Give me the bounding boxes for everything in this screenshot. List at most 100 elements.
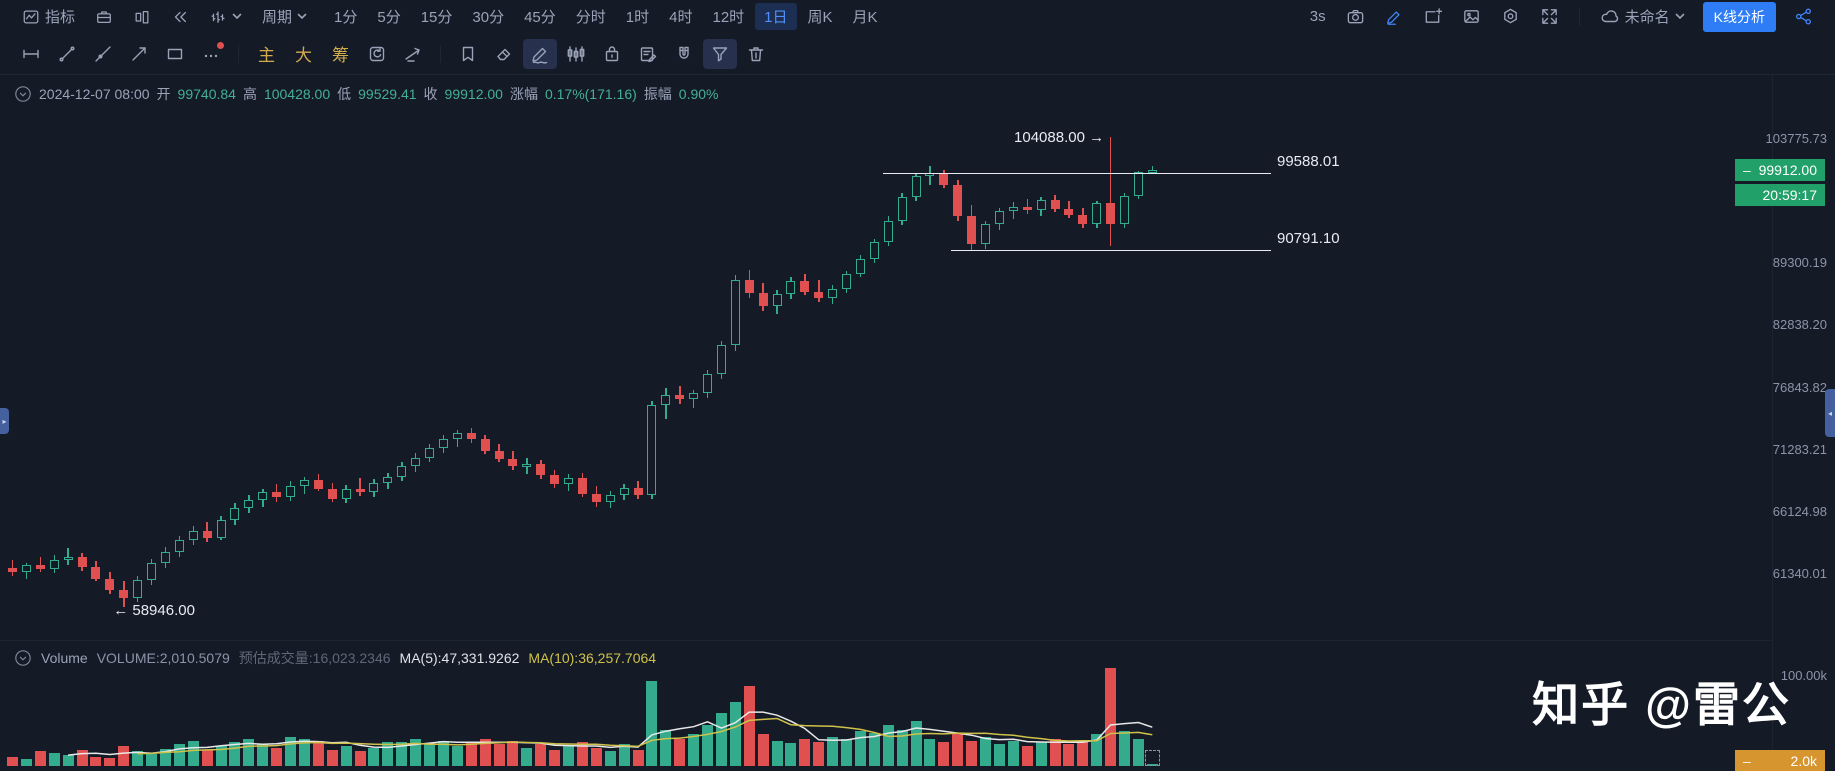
draw-pencil-tool[interactable] — [523, 38, 557, 69]
volume-bar — [771, 740, 783, 766]
volume-bar — [590, 747, 602, 766]
current-price-badge: – 99912.00 — [1735, 159, 1825, 181]
horizontal-line-tool[interactable] — [14, 39, 48, 69]
candle — [1050, 200, 1060, 209]
template-button[interactable] — [87, 5, 121, 29]
refresh-interval[interactable]: 3s — [1309, 8, 1326, 25]
candle — [133, 580, 143, 598]
timeframe-item[interactable]: 1日 — [755, 3, 797, 30]
volume-bar — [813, 742, 825, 766]
candle — [313, 480, 323, 489]
timeframe-item[interactable]: 15分 — [420, 9, 453, 26]
kline-analysis-button[interactable]: K线分析 — [1702, 1, 1776, 32]
volume-bar — [604, 751, 616, 766]
volume-bar — [424, 744, 435, 766]
chip-big-button[interactable]: 大 — [295, 46, 312, 65]
volume-bar — [952, 734, 964, 766]
watermark: 知乎 @雷公 — [1532, 678, 1791, 731]
candle — [397, 465, 407, 477]
lock-tool[interactable] — [595, 39, 629, 69]
volume-bar — [298, 738, 310, 766]
refresh-tool[interactable] — [360, 39, 394, 69]
candle — [855, 258, 865, 274]
candle — [939, 172, 949, 185]
candle-wick — [692, 390, 695, 408]
candle — [105, 578, 115, 590]
close-value: 99912.00 — [444, 86, 503, 102]
volume-bar — [90, 756, 102, 766]
pane-divider[interactable] — [0, 640, 1772, 641]
eraser-tool[interactable] — [487, 39, 521, 69]
volume-bar — [507, 740, 519, 766]
right-panel-handle[interactable]: ◂ — [1825, 389, 1835, 437]
volume-bar — [34, 751, 46, 766]
arrow-line-tool[interactable] — [122, 39, 156, 69]
timeframe-item[interactable]: 4时 — [669, 9, 693, 26]
camera-icon — [1347, 9, 1363, 24]
collapse-chevron-icon[interactable] — [14, 85, 32, 103]
note-tool[interactable] — [631, 39, 665, 69]
volume-bar — [312, 740, 324, 766]
filter-tool[interactable] — [703, 38, 737, 69]
volume-bar — [354, 751, 366, 766]
upper-line[interactable] — [883, 173, 1271, 175]
volume-bar — [854, 731, 866, 766]
candle — [1022, 206, 1032, 211]
screenshot-button[interactable] — [1338, 4, 1373, 29]
new-pane-button[interactable] — [1415, 4, 1450, 29]
settings-button[interactable] — [1493, 4, 1528, 29]
ray-line-tool[interactable] — [86, 39, 120, 69]
volume-bar — [1091, 734, 1103, 766]
price-axis-tick: 66124.98 — [1772, 503, 1827, 519]
candle — [994, 211, 1004, 225]
timeframe-item[interactable]: 45分 — [524, 9, 556, 26]
chip-main-button[interactable]: 主 — [258, 46, 275, 65]
timeframe-item[interactable]: 12时 — [712, 9, 745, 26]
share-button[interactable] — [1786, 4, 1821, 29]
snapshot-image-button[interactable] — [1454, 4, 1489, 29]
amplitude-value: 0.90% — [678, 86, 719, 102]
trash-icon — [748, 46, 764, 61]
workspace-dropdown[interactable]: 未命名 — [1592, 3, 1693, 30]
timeframe-item[interactable]: 5分 — [377, 9, 401, 26]
lock-icon — [605, 45, 619, 61]
volume-bar — [187, 740, 199, 766]
lower-line[interactable] — [951, 249, 1271, 251]
delete-tool[interactable] — [739, 39, 773, 69]
collapse-chevron-icon[interactable] — [14, 649, 32, 667]
candle — [550, 475, 560, 484]
period-dropdown[interactable]: 周期 — [254, 3, 315, 30]
timeframe-item[interactable]: 30分 — [472, 9, 505, 26]
volume-bar — [868, 733, 880, 766]
drawing-toolbar: 主 大 筹 — [0, 33, 1835, 75]
magnet-tool[interactable] — [667, 39, 701, 69]
candle-wick — [1151, 166, 1154, 174]
more-tools[interactable] — [194, 39, 228, 69]
pattern-tool[interactable] — [559, 39, 593, 69]
trend-line-tool[interactable] — [50, 39, 84, 69]
timeframe-item[interactable]: 月K — [852, 9, 878, 26]
fullscreen-button[interactable] — [1532, 4, 1567, 29]
timeframe-item[interactable]: 周K — [807, 9, 833, 26]
funnel-icon — [712, 46, 728, 61]
timeframe-item[interactable]: 1时 — [625, 9, 650, 26]
indicator-button[interactable]: 指标 — [14, 3, 83, 30]
chart-style-button[interactable] — [201, 5, 250, 29]
chip-chips-button[interactable]: 筹 — [332, 46, 349, 65]
timeframe-item[interactable]: 1分 — [334, 9, 358, 26]
volume-bar — [743, 685, 755, 766]
replay-button[interactable] — [163, 5, 197, 29]
bookmark-icon — [462, 46, 474, 61]
draw-mode-button[interactable] — [1377, 5, 1411, 29]
rectangle-tool[interactable] — [158, 39, 192, 69]
image-icon — [1463, 10, 1479, 23]
compare-button[interactable] — [125, 5, 159, 29]
volume-bar — [896, 729, 908, 766]
bookmark-tool[interactable] — [451, 39, 485, 69]
measure-tool[interactable] — [396, 39, 430, 69]
timeframe-item[interactable]: 分时 — [575, 9, 606, 26]
chevron-down-icon — [297, 13, 307, 20]
chevron-down-icon — [1675, 13, 1684, 20]
volume-bar — [966, 740, 978, 766]
left-panel-handle[interactable]: ▸ — [0, 408, 9, 434]
